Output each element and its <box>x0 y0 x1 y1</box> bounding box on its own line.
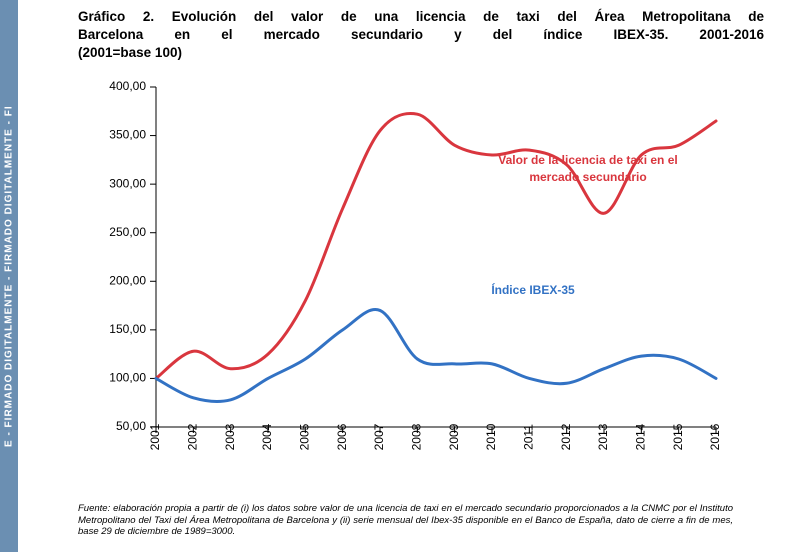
svg-text:2002: 2002 <box>186 423 200 450</box>
svg-text:2012: 2012 <box>559 423 573 450</box>
svg-text:Índice IBEX-35: Índice IBEX-35 <box>491 282 575 297</box>
svg-text:2008: 2008 <box>410 423 424 450</box>
svg-text:2007: 2007 <box>372 423 386 450</box>
chart-svg: 50,00 100,00 150,00 200,00 250,00 300,00 350,0… <box>78 69 733 499</box>
svg-text:2013: 2013 <box>596 423 610 450</box>
chart-title: Gráfico 2. Evolución del valor de una li… <box>78 8 764 63</box>
svg-text:250,00: 250,00 <box>109 225 146 239</box>
svg-text:2011: 2011 <box>522 423 536 449</box>
page-content: Gráfico 2. Evolución del valor de una li… <box>18 0 792 552</box>
svg-text:mercado secundario: mercado secundario <box>529 170 646 184</box>
svg-text:50,00: 50,00 <box>116 419 146 433</box>
svg-text:2006: 2006 <box>335 423 349 450</box>
svg-text:2014: 2014 <box>634 423 648 450</box>
chart: 50,00 100,00 150,00 200,00 250,00 300,00 350,0… <box>78 69 733 499</box>
svg-text:2009: 2009 <box>447 423 461 450</box>
sidebar-watermark: E - FIRMADO DIGITALMENTE - FIRMADO DIGIT… <box>0 0 18 552</box>
svg-text:2005: 2005 <box>298 423 312 450</box>
svg-text:300,00: 300,00 <box>109 176 146 190</box>
svg-text:2015: 2015 <box>671 423 685 450</box>
svg-text:400,00: 400,00 <box>109 79 146 93</box>
title-line-1: Gráfico 2. Evolución del valor de una li… <box>78 9 764 24</box>
svg-text:2004: 2004 <box>260 423 274 450</box>
svg-text:2010: 2010 <box>484 423 498 450</box>
svg-text:350,00: 350,00 <box>109 127 146 141</box>
title-line-3: (2001=base 100) <box>78 44 764 62</box>
title-line-2: Barcelona en el mercado secundario y del… <box>78 27 764 42</box>
svg-text:150,00: 150,00 <box>109 322 146 336</box>
svg-text:2003: 2003 <box>223 423 237 450</box>
svg-text:200,00: 200,00 <box>109 273 146 287</box>
svg-text:2001: 2001 <box>148 423 162 450</box>
svg-text:Valor de la licencia de taxi e: Valor de la licencia de taxi en el <box>498 153 677 167</box>
svg-text:2016: 2016 <box>708 423 722 450</box>
svg-text:100,00: 100,00 <box>109 370 146 384</box>
chart-footnote: Fuente: elaboración propia a partir de (… <box>78 503 733 539</box>
